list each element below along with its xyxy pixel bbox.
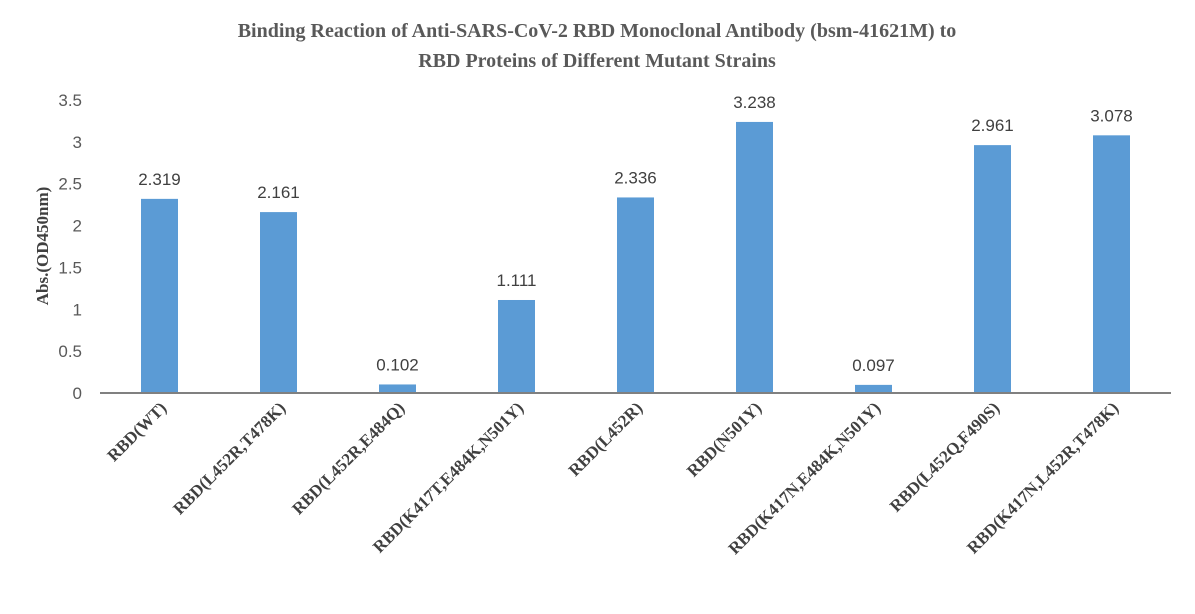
x-tick-label: RBD(WT) [103, 398, 170, 465]
bar [736, 121, 773, 394]
bar [498, 299, 535, 393]
data-label: 0.097 [852, 356, 895, 375]
y-tick-label: 3.5 [58, 91, 82, 110]
bar [617, 197, 654, 393]
bar [1093, 135, 1130, 393]
x-tick-label: RBD(L452R) [565, 398, 647, 480]
data-label: 2.319 [138, 170, 181, 189]
bar [974, 145, 1011, 393]
data-label: 2.336 [614, 168, 657, 187]
y-tick-label: 1 [73, 300, 82, 319]
chart-title-line-1: Binding Reaction of Anti-SARS-CoV-2 RBD … [238, 20, 957, 42]
y-tick-label: 0 [73, 384, 82, 403]
y-axis-label: Abs.(OD450nm) [33, 187, 52, 306]
x-tick-label: RBD(L452Q,F490S) [886, 398, 1003, 515]
y-tick-label: 3 [73, 133, 82, 152]
x-tick-label: RBD(N501Y) [683, 398, 765, 480]
data-label: 2.161 [257, 183, 300, 202]
data-label: 3.078 [1090, 106, 1133, 125]
y-tick-label: 2 [73, 217, 82, 236]
y-tick-label: 2.5 [58, 175, 82, 194]
x-tick-label: RBD(L452R,E484Q) [288, 398, 408, 518]
bar [379, 384, 416, 393]
y-tick-label: 0.5 [58, 342, 82, 361]
data-label: 3.238 [733, 93, 776, 112]
data-label: 2.961 [971, 116, 1014, 135]
bar [855, 384, 892, 393]
chart-title-line-2: RBD Proteins of Different Mutant Strains [418, 50, 776, 72]
bar [141, 198, 178, 393]
data-label: 0.102 [376, 355, 419, 374]
x-tick-label: RBD(L452R,T478K) [169, 398, 289, 518]
bar [260, 212, 297, 393]
data-label: 1.111 [496, 271, 536, 290]
y-tick-label: 1.5 [58, 258, 82, 277]
